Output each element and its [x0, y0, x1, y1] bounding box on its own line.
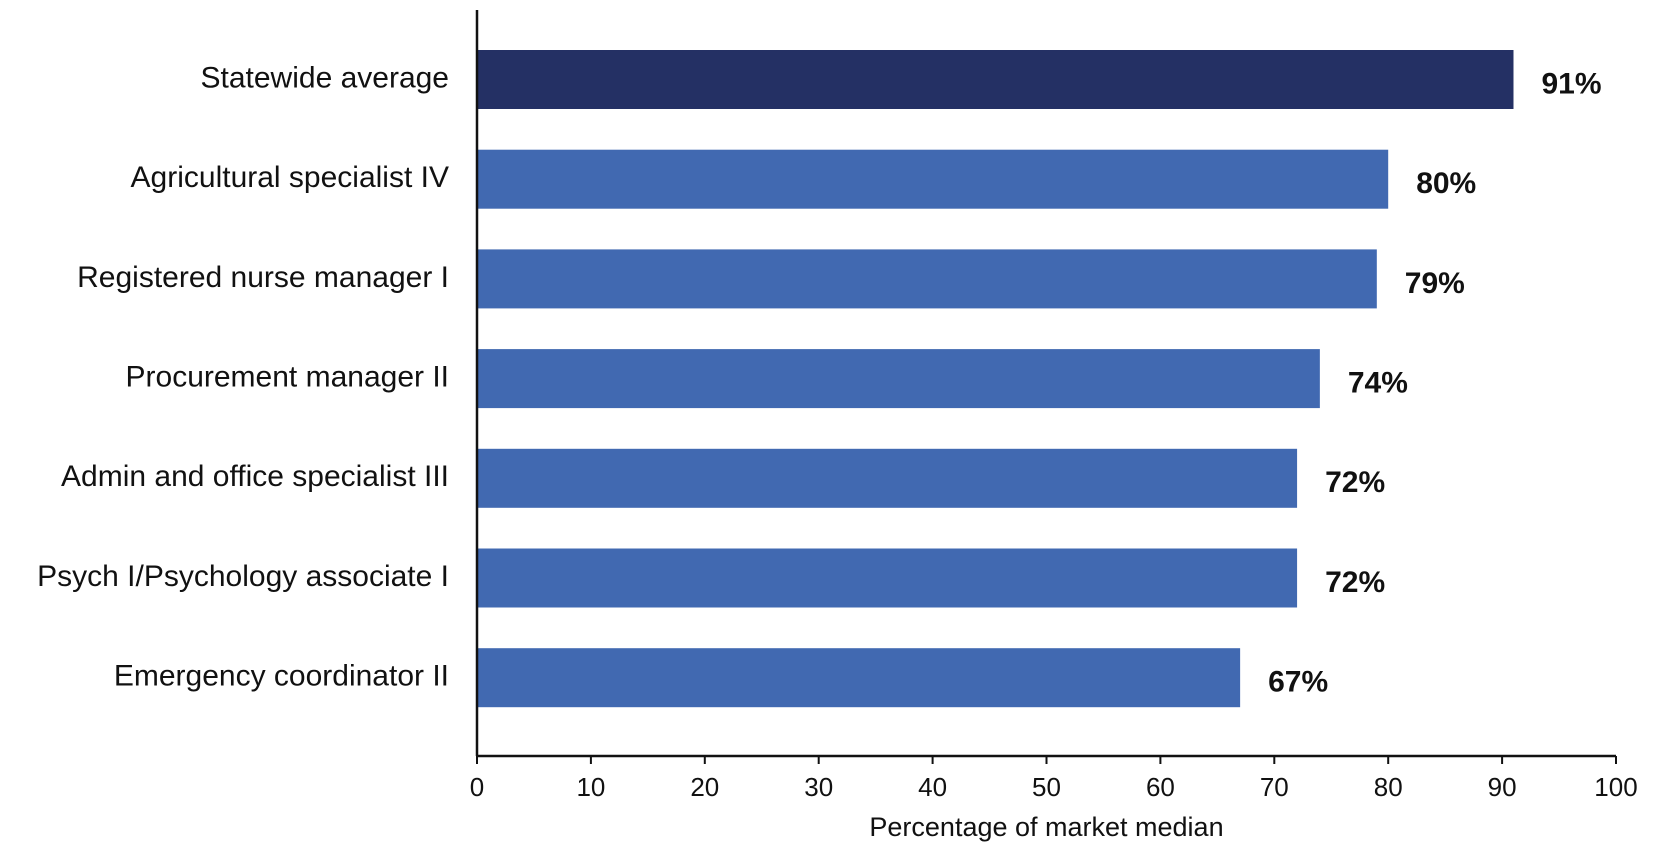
x-tick-label: 60: [1146, 772, 1175, 802]
category-label: Psych I/Psychology associate I: [37, 560, 449, 593]
bar-6: [477, 548, 1298, 608]
bar-3: [477, 249, 1377, 309]
category-label: Agricultural specialist IV: [131, 161, 449, 194]
category-label: Admin and office specialist III: [61, 460, 449, 493]
x-tick-label: 90: [1488, 772, 1517, 802]
category-label: Emergency coordinator II: [114, 660, 449, 693]
value-label: 91%: [1541, 67, 1601, 100]
bar-5: [477, 448, 1298, 508]
category-label: Statewide average: [201, 61, 450, 94]
x-tick-label: 30: [804, 772, 833, 802]
x-tick-label: 70: [1260, 772, 1289, 802]
bar-1: [477, 50, 1514, 109]
category-labels: Statewide average Agricultural specialist…: [37, 61, 449, 692]
value-labels: 91% 80% 79% 74% 72% 72% 67%: [1268, 67, 1601, 698]
value-label: 72%: [1325, 566, 1385, 599]
value-label: 80%: [1416, 167, 1476, 200]
x-tick-label: 40: [918, 772, 947, 802]
x-tick-label: 100: [1594, 772, 1637, 802]
bar-7: [477, 648, 1241, 708]
value-label: 72%: [1325, 466, 1385, 499]
value-label: 79%: [1405, 267, 1465, 300]
x-tick-label: 20: [690, 772, 719, 802]
bar-4: [477, 349, 1320, 409]
bar-2: [477, 149, 1389, 209]
bars-group: [477, 50, 1514, 708]
x-tick-label: 0: [470, 772, 484, 802]
x-axis-ticks: 0 10 20 30 40 50 60 70 80 90 100: [470, 756, 1638, 802]
category-label: Registered nurse manager I: [77, 261, 449, 294]
value-label: 67%: [1268, 666, 1328, 699]
x-tick-label: 80: [1374, 772, 1403, 802]
value-label: 74%: [1348, 367, 1408, 400]
x-tick-label: 10: [576, 772, 605, 802]
x-axis-title: Percentage of market median: [869, 812, 1223, 842]
x-tick-label: 50: [1032, 772, 1061, 802]
category-label: Procurement manager II: [126, 361, 449, 394]
